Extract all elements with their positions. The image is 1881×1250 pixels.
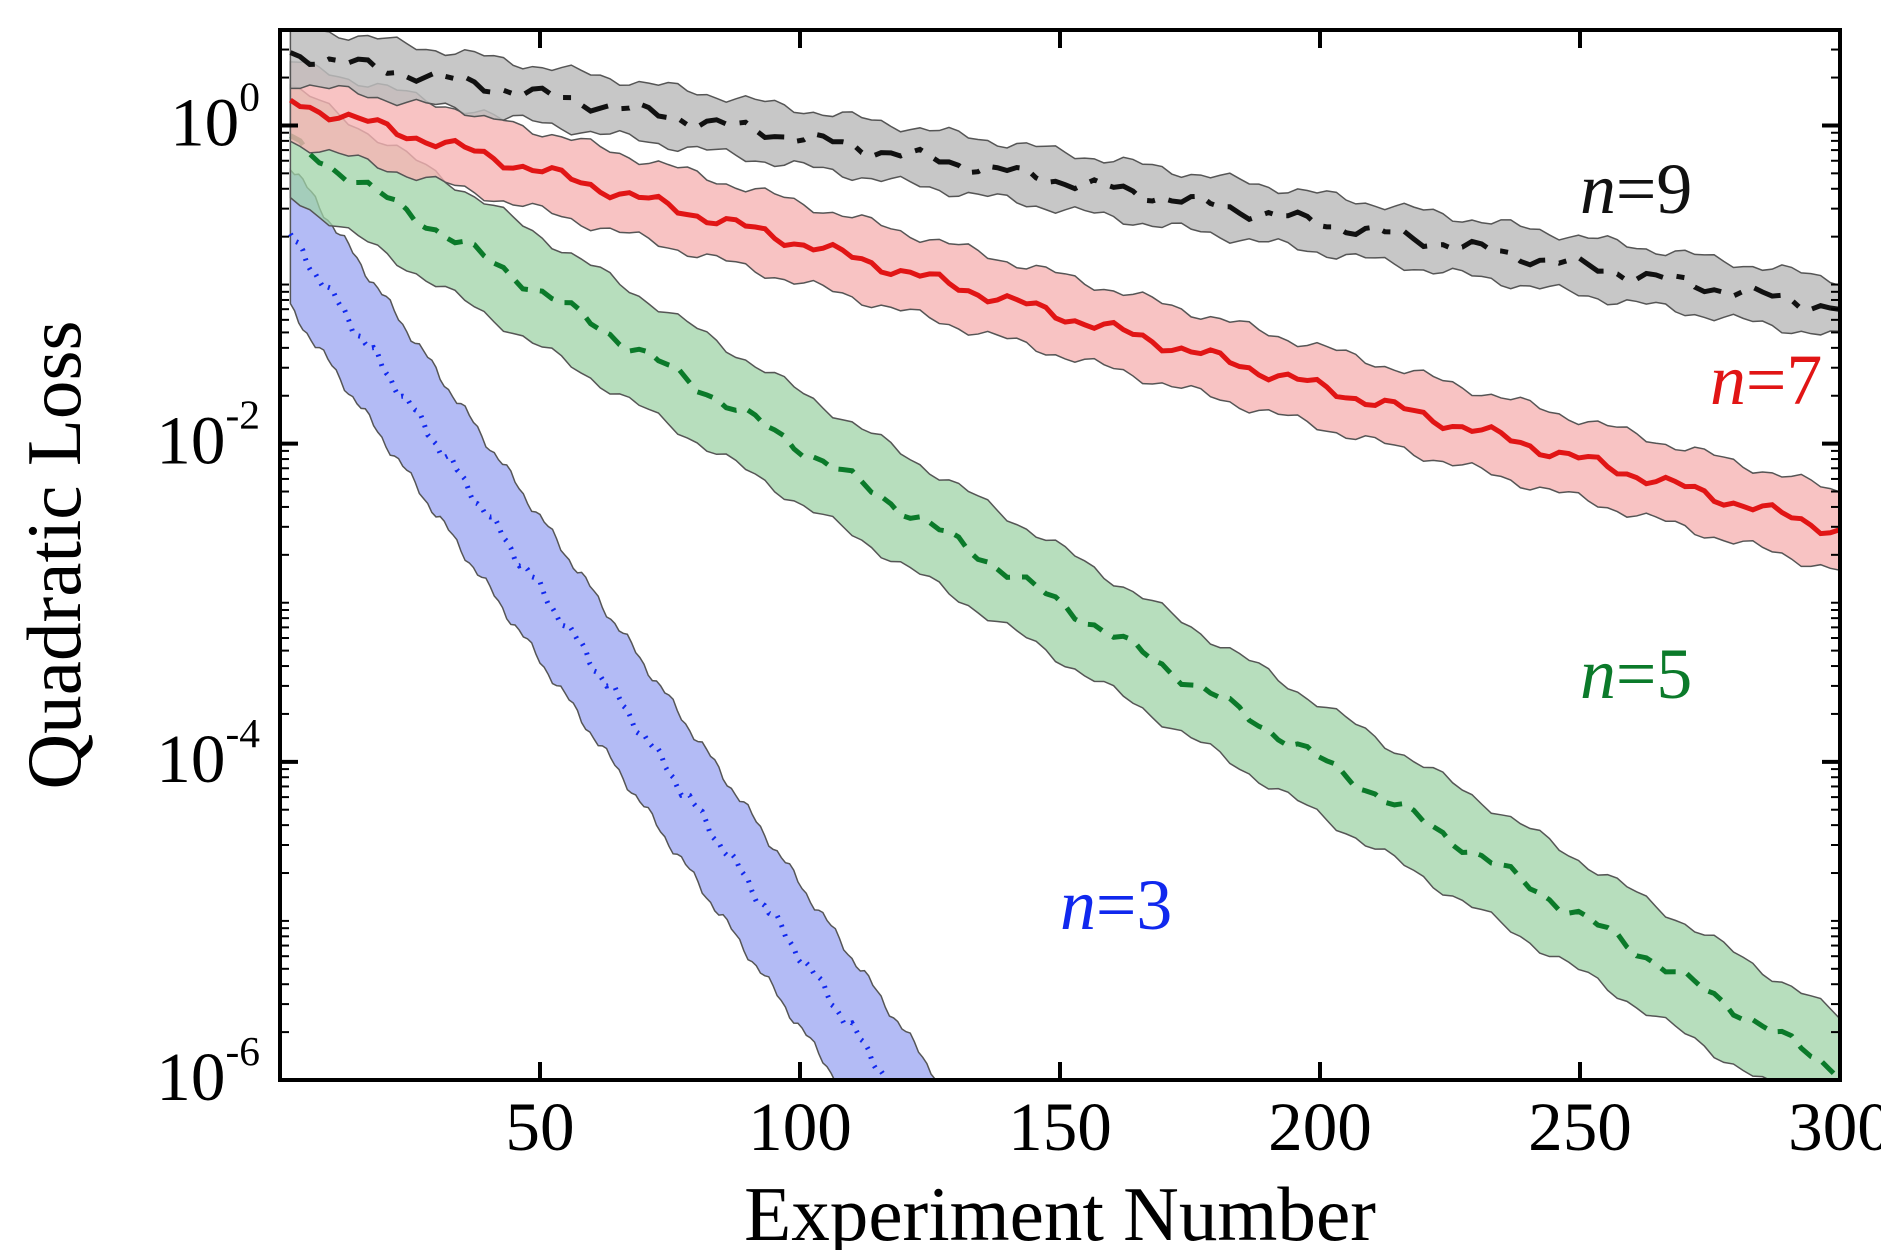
x-tick-label: 150 (1008, 1088, 1112, 1165)
quadratic-loss-chart: 50100150200250300Experiment Number10010-… (0, 0, 1881, 1250)
x-tick-label: 100 (748, 1088, 852, 1165)
y-axis-label: Quadratic Loss (11, 320, 97, 789)
x-tick-label: 300 (1788, 1088, 1881, 1165)
series-label-n7: n=7 (1710, 340, 1822, 420)
series-label-n5: n=5 (1580, 634, 1692, 714)
x-axis-label: Experiment Number (744, 1171, 1376, 1250)
series-label-n9: n=9 (1580, 149, 1692, 229)
x-tick-label: 50 (505, 1088, 574, 1165)
x-tick-label: 200 (1268, 1088, 1372, 1165)
x-tick-label: 250 (1528, 1088, 1632, 1165)
series-label-n3: n=3 (1060, 865, 1172, 945)
chart-container: 50100150200250300Experiment Number10010-… (0, 0, 1881, 1250)
